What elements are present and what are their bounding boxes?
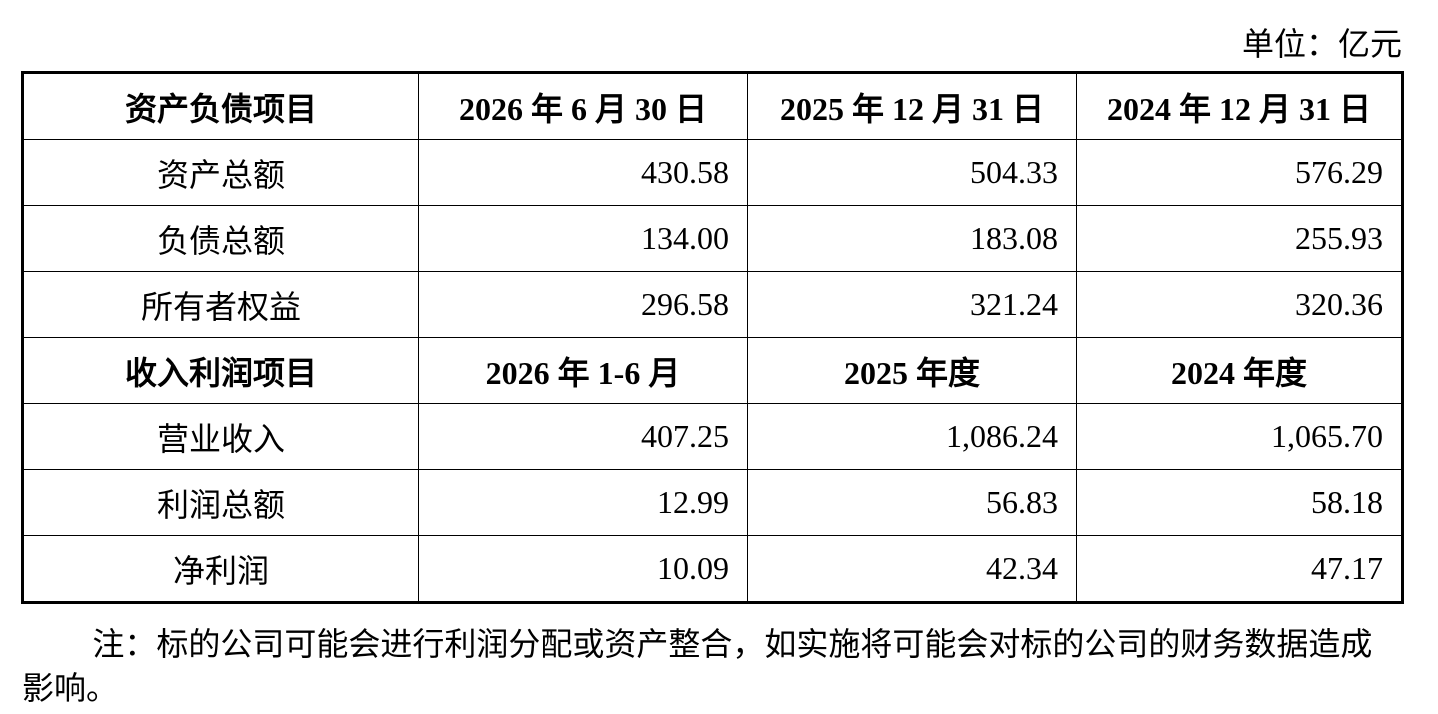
- value-cell: 42.34: [747, 535, 1077, 603]
- value-cell: 183.08: [747, 205, 1077, 272]
- value-cell: 12.99: [418, 469, 748, 536]
- row-label: 所有者权益: [22, 271, 419, 338]
- header-cell: 2025 年 12 月 31 日: [747, 72, 1077, 140]
- value-cell: 296.58: [418, 271, 748, 338]
- header-cell: 2026 年 1-6 月: [418, 337, 748, 404]
- header-row: 资产负债项目 2026 年 6 月 30 日 2025 年 12 月 31 日 202…: [22, 72, 1403, 140]
- header-cell: 2025 年度: [747, 337, 1077, 404]
- note: 注：标的公司可能会进行利润分配或资产整合，如实施将可能会对标的公司的财务数据造成…: [22, 626, 1373, 706]
- row-label: 营业收入: [22, 403, 419, 470]
- row-label: 利润总额: [22, 469, 419, 536]
- value-cell: 504.33: [747, 139, 1077, 206]
- header-cell: 2024 年度: [1076, 337, 1403, 404]
- data-row: 利润总额 12.99 56.83 58.18: [22, 469, 1403, 536]
- value-cell: 47.17: [1076, 535, 1403, 603]
- data-row: 资产总额 430.58 504.33 576.29: [22, 139, 1403, 206]
- value-cell: 320.36: [1076, 271, 1403, 338]
- data-row: 负债总额 134.00 183.08 255.93: [22, 205, 1403, 272]
- data-row: 所有者权益 296.58 321.24 320.36: [22, 271, 1403, 338]
- value-cell: 10.09: [418, 535, 748, 603]
- header-row: 收入利润项目 2026 年 1-6 月 2025 年度 2024 年度: [22, 337, 1403, 404]
- row-label: 资产总额: [22, 139, 419, 206]
- value-cell: 1,086.24: [747, 403, 1077, 470]
- data-row: 营业收入 407.25 1,086.24 1,065.70: [22, 403, 1403, 470]
- value-cell: 576.29: [1076, 139, 1403, 206]
- value-cell: 56.83: [747, 469, 1077, 536]
- data-row: 净利润 10.09 42.34 47.17: [22, 535, 1403, 603]
- value-cell: 134.00: [418, 205, 748, 272]
- value-cell: 321.24: [747, 271, 1077, 338]
- header-cell: 2024 年 12 月 31 日: [1076, 72, 1403, 140]
- row-label: 负债总额: [22, 205, 419, 272]
- header-cell: 2026 年 6 月 30 日: [418, 72, 748, 140]
- header-cell: 资产负债项目: [22, 72, 419, 140]
- row-label: 净利润: [22, 535, 419, 603]
- value-cell: 430.58: [418, 139, 748, 206]
- value-cell: 58.18: [1076, 469, 1403, 536]
- financial-table: 资产负债项目 2026 年 6 月 30 日 2025 年 12 月 31 日 202…: [21, 71, 1404, 604]
- value-cell: 255.93: [1076, 205, 1403, 272]
- unit-label: 单位：亿元: [1241, 26, 1402, 62]
- value-cell: 407.25: [418, 403, 748, 470]
- value-cell: 1,065.70: [1076, 403, 1403, 470]
- header-cell: 收入利润项目: [22, 337, 419, 404]
